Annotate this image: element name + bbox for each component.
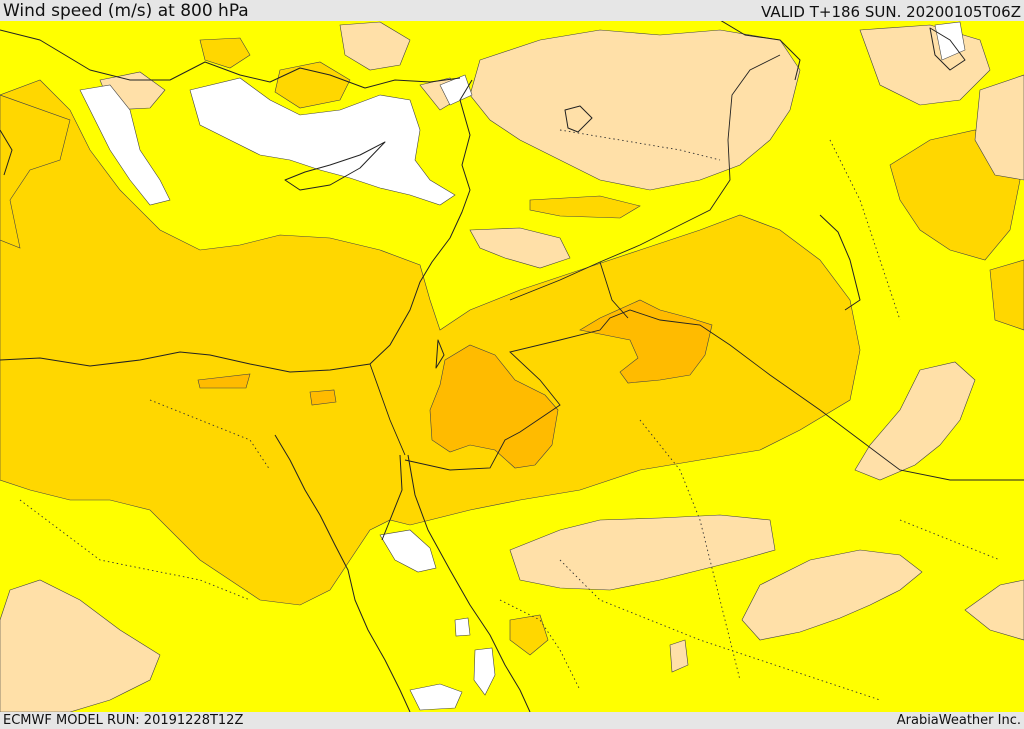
field-low: [0, 21, 1024, 712]
model-run-label: ECMWF MODEL RUN: 20191228T12Z: [3, 713, 244, 728]
header-bar: Wind speed (m/s) at 800 hPa VALID T+186 …: [0, 0, 1024, 21]
political-borders: [369, 54, 1024, 481]
field-lowest: [79, 21, 966, 711]
field-moderate: [0, 37, 1024, 656]
coastlines: [0, 21, 966, 712]
wind-speed-map: [0, 21, 1024, 712]
footer-bar: ECMWF MODEL RUN: 20191228T12Z ArabiaWeat…: [0, 712, 1024, 729]
credit-label: ArabiaWeather Inc.: [896, 713, 1021, 728]
internal-boundaries: [19, 129, 1001, 701]
map-canvas: [0, 21, 1024, 712]
valid-time-label: VALID T+186 SUN. 20200105T06Z: [761, 3, 1021, 21]
map-title: Wind speed (m/s) at 800 hPa: [3, 1, 249, 21]
field-high: [197, 299, 713, 469]
